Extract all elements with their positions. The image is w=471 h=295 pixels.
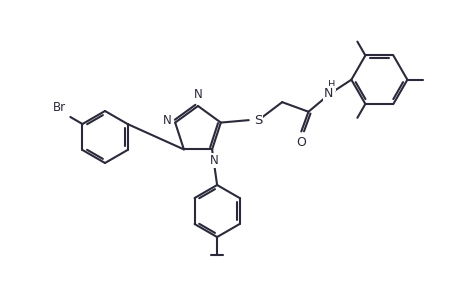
Text: H: H bbox=[328, 80, 336, 90]
Text: N: N bbox=[210, 154, 219, 168]
Text: N: N bbox=[162, 114, 171, 127]
Text: N: N bbox=[194, 88, 203, 101]
Text: Br: Br bbox=[53, 101, 66, 114]
Text: N: N bbox=[324, 87, 333, 100]
Text: O: O bbox=[296, 137, 306, 150]
Text: S: S bbox=[254, 114, 262, 127]
